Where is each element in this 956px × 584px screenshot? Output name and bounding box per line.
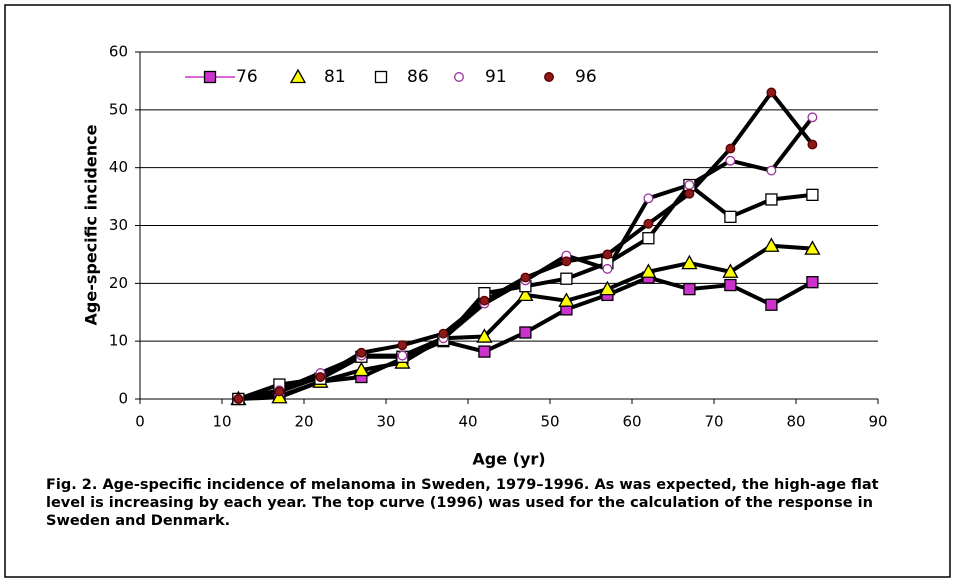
marker (561, 256, 572, 267)
x-axis-label: Age (yr) (472, 450, 545, 469)
marker (478, 345, 491, 358)
marker (353, 361, 370, 377)
marker (315, 372, 326, 382)
marker (560, 272, 573, 285)
marker (602, 263, 613, 274)
marker (681, 254, 698, 270)
marker (397, 350, 408, 361)
x-tick-label: 50 (540, 413, 559, 431)
marker (765, 298, 778, 311)
marker (684, 188, 695, 199)
marker (519, 326, 532, 339)
legend-marker (203, 70, 217, 84)
marker (722, 263, 739, 278)
x-tick-label: 90 (868, 413, 887, 431)
x-tick-label: 20 (294, 413, 313, 431)
marker (724, 210, 737, 223)
marker (517, 286, 534, 302)
marker (766, 87, 777, 98)
marker (725, 143, 736, 154)
marker (640, 263, 657, 278)
marker (599, 280, 616, 296)
y-tick-label: 10 (109, 332, 128, 350)
marker (765, 193, 778, 206)
marker (642, 232, 655, 245)
marker (356, 347, 367, 358)
x-tick-label: 40 (458, 413, 477, 431)
legend-label: 81 (324, 67, 346, 87)
marker (804, 240, 821, 255)
marker (274, 386, 285, 397)
legend-marker (374, 70, 388, 84)
y-tick-label: 30 (109, 216, 128, 234)
series-line (238, 90, 814, 401)
marker (520, 272, 531, 283)
y-tick-label: 60 (109, 43, 128, 61)
marker (397, 340, 408, 351)
marker (684, 180, 695, 190)
marker (602, 249, 613, 260)
x-tick-label: 80 (786, 413, 805, 431)
marker (766, 165, 777, 176)
legend-marker (544, 72, 554, 82)
y-axis-label: Age-specific incidence (82, 124, 101, 325)
marker (643, 218, 654, 229)
legend-label: 86 (407, 67, 429, 87)
x-tick-label: 0 (135, 413, 145, 431)
legend-marker (454, 72, 464, 82)
marker (806, 276, 819, 289)
y-tick-label: 20 (109, 274, 128, 292)
marker (725, 155, 736, 166)
legend-label: 91 (485, 67, 507, 87)
marker (807, 139, 818, 150)
legend-label: 96 (575, 67, 597, 87)
marker (233, 394, 244, 404)
marker (479, 295, 490, 306)
legend-label: 76 (236, 67, 258, 87)
legend-marker (289, 68, 307, 84)
marker (806, 188, 819, 201)
marker (271, 388, 288, 404)
marker (724, 278, 737, 292)
marker (643, 193, 654, 204)
marker (476, 328, 493, 343)
y-tick-label: 0 (118, 390, 128, 408)
marker (807, 112, 818, 123)
y-tick-label: 50 (109, 100, 128, 118)
x-tick-label: 60 (622, 413, 641, 431)
caption: Fig. 2. Age-specific incidence of melano… (46, 477, 879, 529)
marker (558, 292, 575, 307)
x-tick-label: 30 (376, 413, 395, 431)
x-tick-label: 70 (704, 413, 723, 431)
x-tick-label: 10 (212, 413, 231, 431)
marker (438, 328, 449, 339)
marker (763, 237, 780, 252)
marker (683, 282, 696, 296)
frame (4, 4, 951, 578)
y-tick-label: 40 (109, 158, 128, 176)
